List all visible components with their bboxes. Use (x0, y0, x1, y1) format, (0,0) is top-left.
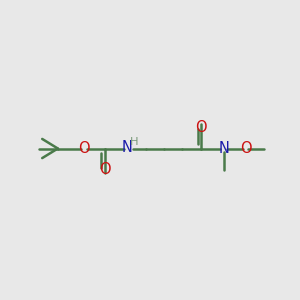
Text: N: N (218, 141, 229, 156)
Text: O: O (99, 162, 110, 177)
Text: N: N (122, 140, 133, 154)
Text: O: O (240, 141, 251, 156)
Text: O: O (78, 141, 90, 156)
Text: O: O (195, 120, 207, 135)
Text: H: H (130, 137, 139, 147)
